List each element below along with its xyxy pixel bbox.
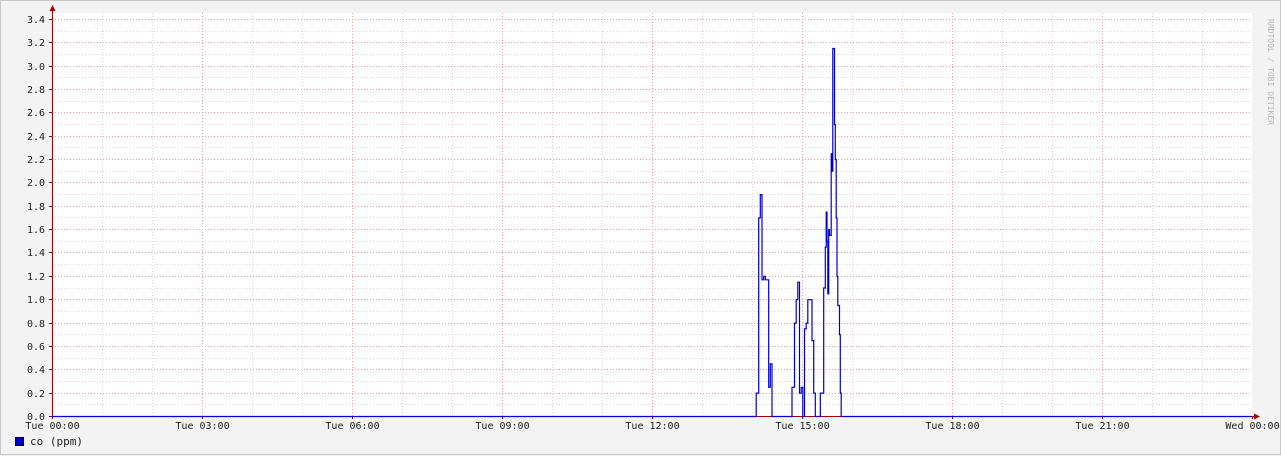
- y-tick-label: 3.4: [27, 15, 45, 26]
- y-tick-label: 1.6: [27, 225, 45, 236]
- x-tick-label: Tue 15:00: [775, 421, 829, 432]
- x-tick-label: Tue 21:00: [1075, 421, 1129, 432]
- y-tick-label: 2.4: [27, 132, 45, 143]
- x-tick-label: Tue 03:00: [175, 421, 229, 432]
- y-tick-label: 0.2: [27, 389, 45, 400]
- y-axis-arrow: [49, 5, 56, 11]
- y-tick-label: 0.6: [27, 342, 45, 353]
- x-tick-label: Tue 06:00: [325, 421, 379, 432]
- legend-label: co (ppm): [30, 435, 83, 448]
- y-tick-label: 2.2: [27, 155, 45, 166]
- legend-swatch: [15, 437, 24, 446]
- y-tick-label: 2.0: [27, 178, 45, 189]
- x-tick-label: Tue 00:00: [25, 421, 79, 432]
- y-tick-label: 2.6: [27, 108, 45, 119]
- series-line-co: [52, 47, 1252, 418]
- x-axis-arrow: [1254, 413, 1260, 420]
- legend: co (ppm): [15, 435, 83, 448]
- watermark-text: RRDTOOL / TOBI OETIKER: [1266, 19, 1275, 125]
- x-tick-label: Tue 09:00: [475, 421, 529, 432]
- y-tick-label: 1.0: [27, 295, 45, 306]
- y-tick-label: 0.0: [27, 412, 45, 423]
- x-tick-label: Tue 12:00: [625, 421, 679, 432]
- x-tick-label: Tue 18:00: [925, 421, 979, 432]
- y-tick-label: 1.8: [27, 202, 45, 213]
- y-tick-label: 3.0: [27, 62, 45, 73]
- y-tick-label: 3.2: [27, 38, 45, 49]
- y-tick-label: 0.8: [27, 319, 45, 330]
- x-tick-label: Wed 00:00: [1225, 421, 1279, 432]
- y-tick-label: 1.4: [27, 248, 45, 259]
- y-tick-label: 0.4: [27, 365, 45, 376]
- y-tick-label: 1.2: [27, 272, 45, 283]
- y-tick-label: 2.8: [27, 85, 45, 96]
